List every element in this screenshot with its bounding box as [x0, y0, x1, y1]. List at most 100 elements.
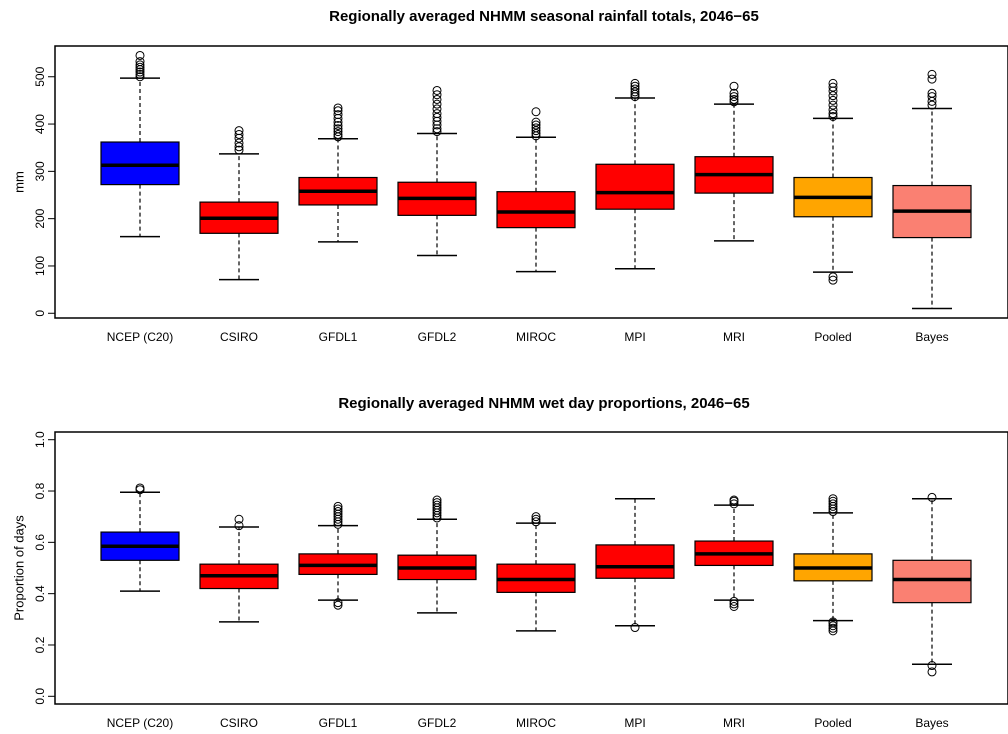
chart-title-wetdays: Regionally averaged NHMM wet day proport… — [338, 395, 750, 412]
x-tick-label: GFDL1 — [319, 716, 358, 730]
outlier-point — [828, 82, 838, 92]
outlier-point — [135, 72, 145, 82]
y-tick-label: 500 — [33, 66, 47, 86]
outlier-point — [531, 123, 541, 133]
outlier-point — [729, 88, 739, 98]
y-tick-label: 300 — [33, 161, 47, 181]
x-tick-label: MRI — [723, 330, 745, 344]
outlier-point — [432, 104, 442, 114]
outlier-point — [432, 94, 442, 104]
outlier-point — [135, 67, 145, 77]
outlier-point — [729, 92, 739, 102]
outlier-point — [927, 667, 937, 677]
plot-frame — [54, 431, 1008, 705]
outlier-point — [333, 598, 343, 608]
outlier-point — [729, 97, 739, 107]
outlier-point — [432, 85, 442, 95]
outlier-point — [828, 105, 838, 115]
box — [595, 544, 675, 579]
x-tick-label: GFDL1 — [319, 330, 358, 344]
outlier-point — [828, 100, 838, 110]
x-tick-label: CSIRO — [220, 716, 258, 730]
outlier-point — [927, 492, 937, 502]
outlier-point — [333, 129, 343, 139]
outlier-point — [828, 272, 838, 282]
outlier-point — [729, 601, 739, 611]
y-tick-label: 200 — [33, 208, 47, 228]
outlier-point — [432, 90, 442, 100]
outlier-point — [234, 521, 244, 531]
outlier-point — [234, 142, 244, 152]
x-tick-label: NCEP (C20) — [107, 716, 173, 730]
outlier-point — [531, 126, 541, 136]
y-tick-label: 1.0 — [33, 431, 47, 448]
chart-title-rainfall: Regionally averaged NHMM seasonal rainfa… — [329, 8, 759, 25]
outlier-point — [729, 495, 739, 505]
x-tick-label: NCEP (C20) — [107, 330, 173, 344]
outlier-point — [729, 499, 739, 509]
outlier-point — [234, 145, 244, 155]
outlier-point — [630, 81, 640, 91]
x-tick-label: Bayes — [915, 330, 948, 344]
x-tick-label: MPI — [624, 330, 645, 344]
outlier-point — [135, 69, 145, 79]
outlier-point — [531, 514, 541, 524]
outlier-point — [828, 499, 838, 509]
x-tick-label: CSIRO — [220, 330, 258, 344]
outlier-point — [432, 498, 442, 508]
outlier-point — [333, 501, 343, 511]
outlier-point — [135, 50, 145, 60]
x-tick-label: Bayes — [915, 716, 948, 730]
outlier-point — [927, 92, 937, 102]
outlier-point — [531, 129, 541, 139]
y-tick-label: 0.4 — [33, 585, 47, 602]
y-tick-label: 400 — [33, 114, 47, 134]
outlier-point — [828, 109, 838, 119]
outlier-point — [828, 621, 838, 631]
outlier-point — [828, 111, 838, 121]
outlier-point — [531, 107, 541, 117]
outlier-point — [333, 103, 343, 113]
y-axis-label: mm — [11, 171, 26, 193]
outlier-point — [333, 110, 343, 120]
outlier-point — [729, 596, 739, 606]
outlier-point — [531, 120, 541, 130]
outlier-point — [927, 69, 937, 79]
outlier-point — [630, 78, 640, 88]
outlier-point — [333, 106, 343, 116]
outlier-point — [828, 91, 838, 101]
box — [892, 559, 972, 604]
outlier-point — [729, 599, 739, 609]
outlier-point — [531, 512, 541, 522]
outlier-point — [135, 57, 145, 67]
outlier-point — [828, 623, 838, 633]
y-tick-label: 0.0 — [33, 688, 47, 705]
outlier-point — [828, 95, 838, 105]
outlier-point — [234, 129, 244, 139]
x-tick-label: Pooled — [814, 330, 851, 344]
box — [496, 191, 576, 229]
outlier-point — [333, 127, 343, 137]
y-tick-label: 100 — [33, 256, 47, 276]
outlier-point — [432, 500, 442, 510]
x-tick-label: GFDL2 — [418, 330, 457, 344]
outlier-point — [135, 62, 145, 72]
outlier-point — [729, 94, 739, 104]
x-tick-label: MIROC — [516, 716, 556, 730]
y-axis-label: Proportion of days — [11, 515, 26, 621]
outlier-point — [927, 74, 937, 84]
outlier-point — [234, 138, 244, 148]
y-tick-label: 0 — [33, 310, 47, 317]
x-tick-label: Pooled — [814, 716, 851, 730]
y-tick-label: 0.8 — [33, 482, 47, 499]
outlier-point — [432, 99, 442, 109]
outlier-point — [135, 60, 145, 70]
outlier-point — [531, 517, 541, 527]
outlier-point — [234, 126, 244, 136]
outlier-point — [333, 507, 343, 517]
outlier-point — [729, 81, 739, 91]
outlier-point — [630, 623, 640, 633]
outlier-point — [432, 495, 442, 505]
x-tick-label: MIROC — [516, 330, 556, 344]
